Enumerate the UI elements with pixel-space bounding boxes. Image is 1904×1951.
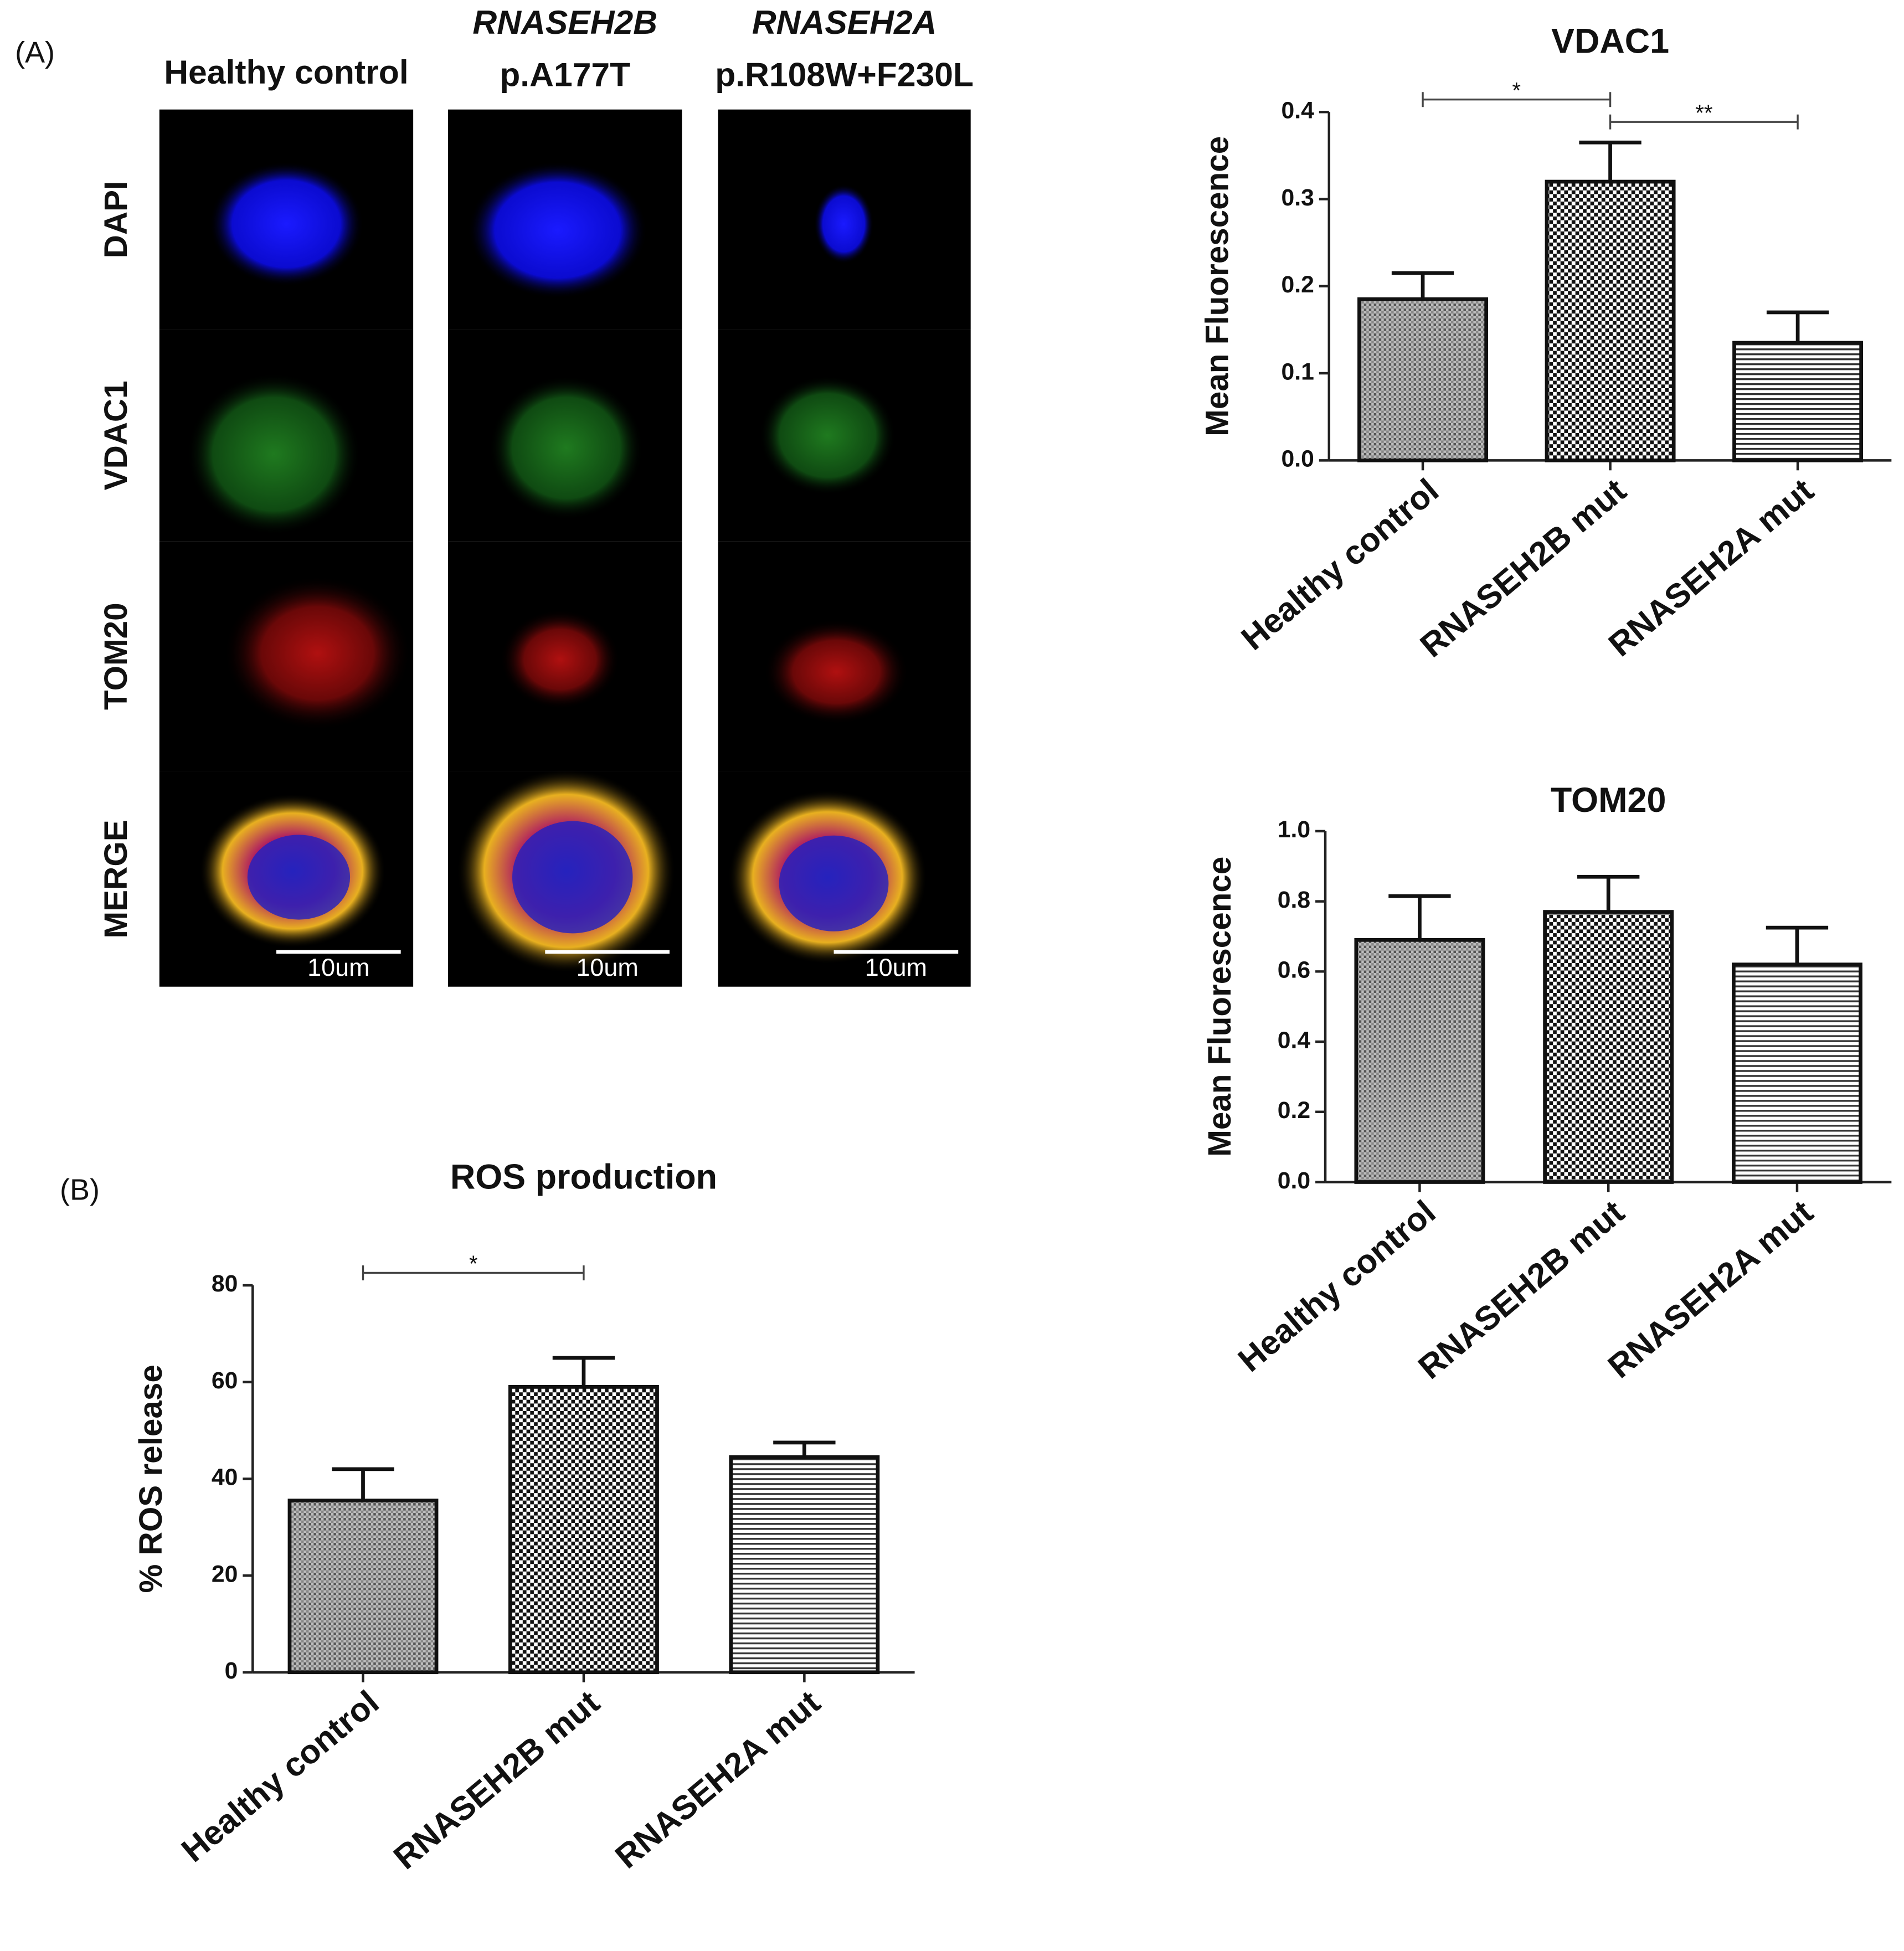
significance-bracket [1609, 114, 1799, 130]
y-tick-label: 0.0 [1281, 446, 1314, 472]
bar [508, 1385, 659, 1675]
y-tick-label: 0.6 [1278, 957, 1310, 984]
bar [729, 1455, 880, 1675]
y-tick-label: 80 [212, 1270, 238, 1297]
error-bar [1766, 310, 1829, 343]
row-label: TOM20 [98, 603, 134, 710]
cell [489, 375, 644, 521]
cell [187, 373, 361, 536]
x-tick-label: RNASEH2A mut [1602, 471, 1821, 663]
y-tick-label: 0.4 [1278, 1027, 1311, 1053]
cell [764, 619, 909, 724]
column-header: p.R108W+F230L [715, 55, 974, 93]
cell [209, 162, 364, 286]
y-tick-label: 0 [225, 1657, 238, 1684]
x-tick-label: RNASEH2B mut [387, 1683, 606, 1876]
cell [759, 375, 896, 496]
scale-bar-label: 10um [865, 953, 927, 981]
error-bar [552, 1356, 615, 1387]
significance-label: ** [1695, 100, 1713, 125]
cell [814, 184, 874, 264]
row-label: DAPI [98, 181, 134, 259]
error-bar [1579, 140, 1641, 182]
x-tick-label: RNASEH2A mut [1601, 1193, 1820, 1385]
x-tick-label: Healthy control [1231, 1193, 1443, 1379]
y-tick-label: 0.8 [1278, 887, 1310, 913]
column-header: RNASEH2B [472, 3, 657, 41]
bar [1732, 962, 1862, 1184]
chart-title: VDAC1 [1551, 22, 1669, 60]
row-label: VDAC1 [98, 380, 134, 490]
chart-title: TOM20 [1551, 781, 1666, 820]
y-tick-label: 0.1 [1281, 358, 1314, 385]
x-tick-label: RNASEH2A mut [608, 1683, 827, 1875]
y-tick-label: 60 [212, 1367, 238, 1394]
error-bar [1577, 874, 1640, 912]
chart-title: ROS production [450, 1158, 717, 1197]
bar [1732, 341, 1864, 462]
nucleus [247, 835, 351, 920]
error-bar [1766, 925, 1829, 965]
bar [287, 1499, 439, 1675]
scale-bar-label: 10um [307, 953, 369, 981]
y-tick-label: 20 [212, 1561, 238, 1587]
error-bar [1388, 894, 1451, 940]
y-tick-label: 0.2 [1281, 271, 1314, 298]
y-tick-label: 0.3 [1281, 184, 1314, 211]
error-bar [332, 1467, 394, 1501]
y-tick-label: 0.2 [1278, 1097, 1310, 1124]
column-header: Healthy control [164, 53, 409, 91]
scale-bar-label: 10um [576, 953, 638, 981]
x-tick-label: RNASEH2B mut [1411, 1193, 1631, 1386]
y-tick-label: 1.0 [1278, 816, 1310, 843]
panel-label: (B) [60, 1173, 100, 1207]
y-tick-label: 0.0 [1278, 1167, 1310, 1194]
bar [1354, 938, 1485, 1184]
row-label: MERGE [98, 820, 134, 938]
bar [1543, 910, 1674, 1184]
significance-bracket [362, 1265, 585, 1280]
x-tick-label: Healthy control [174, 1683, 386, 1869]
x-tick-label: Healthy control [1234, 471, 1445, 657]
significance-bracket [1422, 92, 1612, 107]
cell [224, 576, 411, 730]
y-axis-label: Mean Fluorescence [1202, 857, 1238, 1157]
error-bar [773, 1440, 836, 1458]
y-tick-label: 40 [212, 1464, 238, 1491]
y-tick-label: 0.4 [1281, 97, 1314, 123]
cell [500, 609, 620, 709]
significance-label: * [469, 1251, 478, 1276]
nucleus [779, 835, 889, 931]
significance-label: * [1512, 78, 1521, 103]
y-axis-label: Mean Fluorescence [1199, 136, 1235, 436]
column-header: p.A177T [500, 55, 630, 93]
x-tick-label: RNASEH2B mut [1413, 471, 1633, 665]
cell [467, 162, 647, 299]
nucleus [512, 821, 633, 934]
panel-label: (A) [15, 36, 55, 69]
bar [1545, 179, 1676, 462]
column-header: RNASEH2A [752, 3, 937, 41]
bar [1357, 297, 1489, 462]
y-axis-label: % ROS release [133, 1365, 169, 1593]
error-bar [1391, 271, 1454, 300]
